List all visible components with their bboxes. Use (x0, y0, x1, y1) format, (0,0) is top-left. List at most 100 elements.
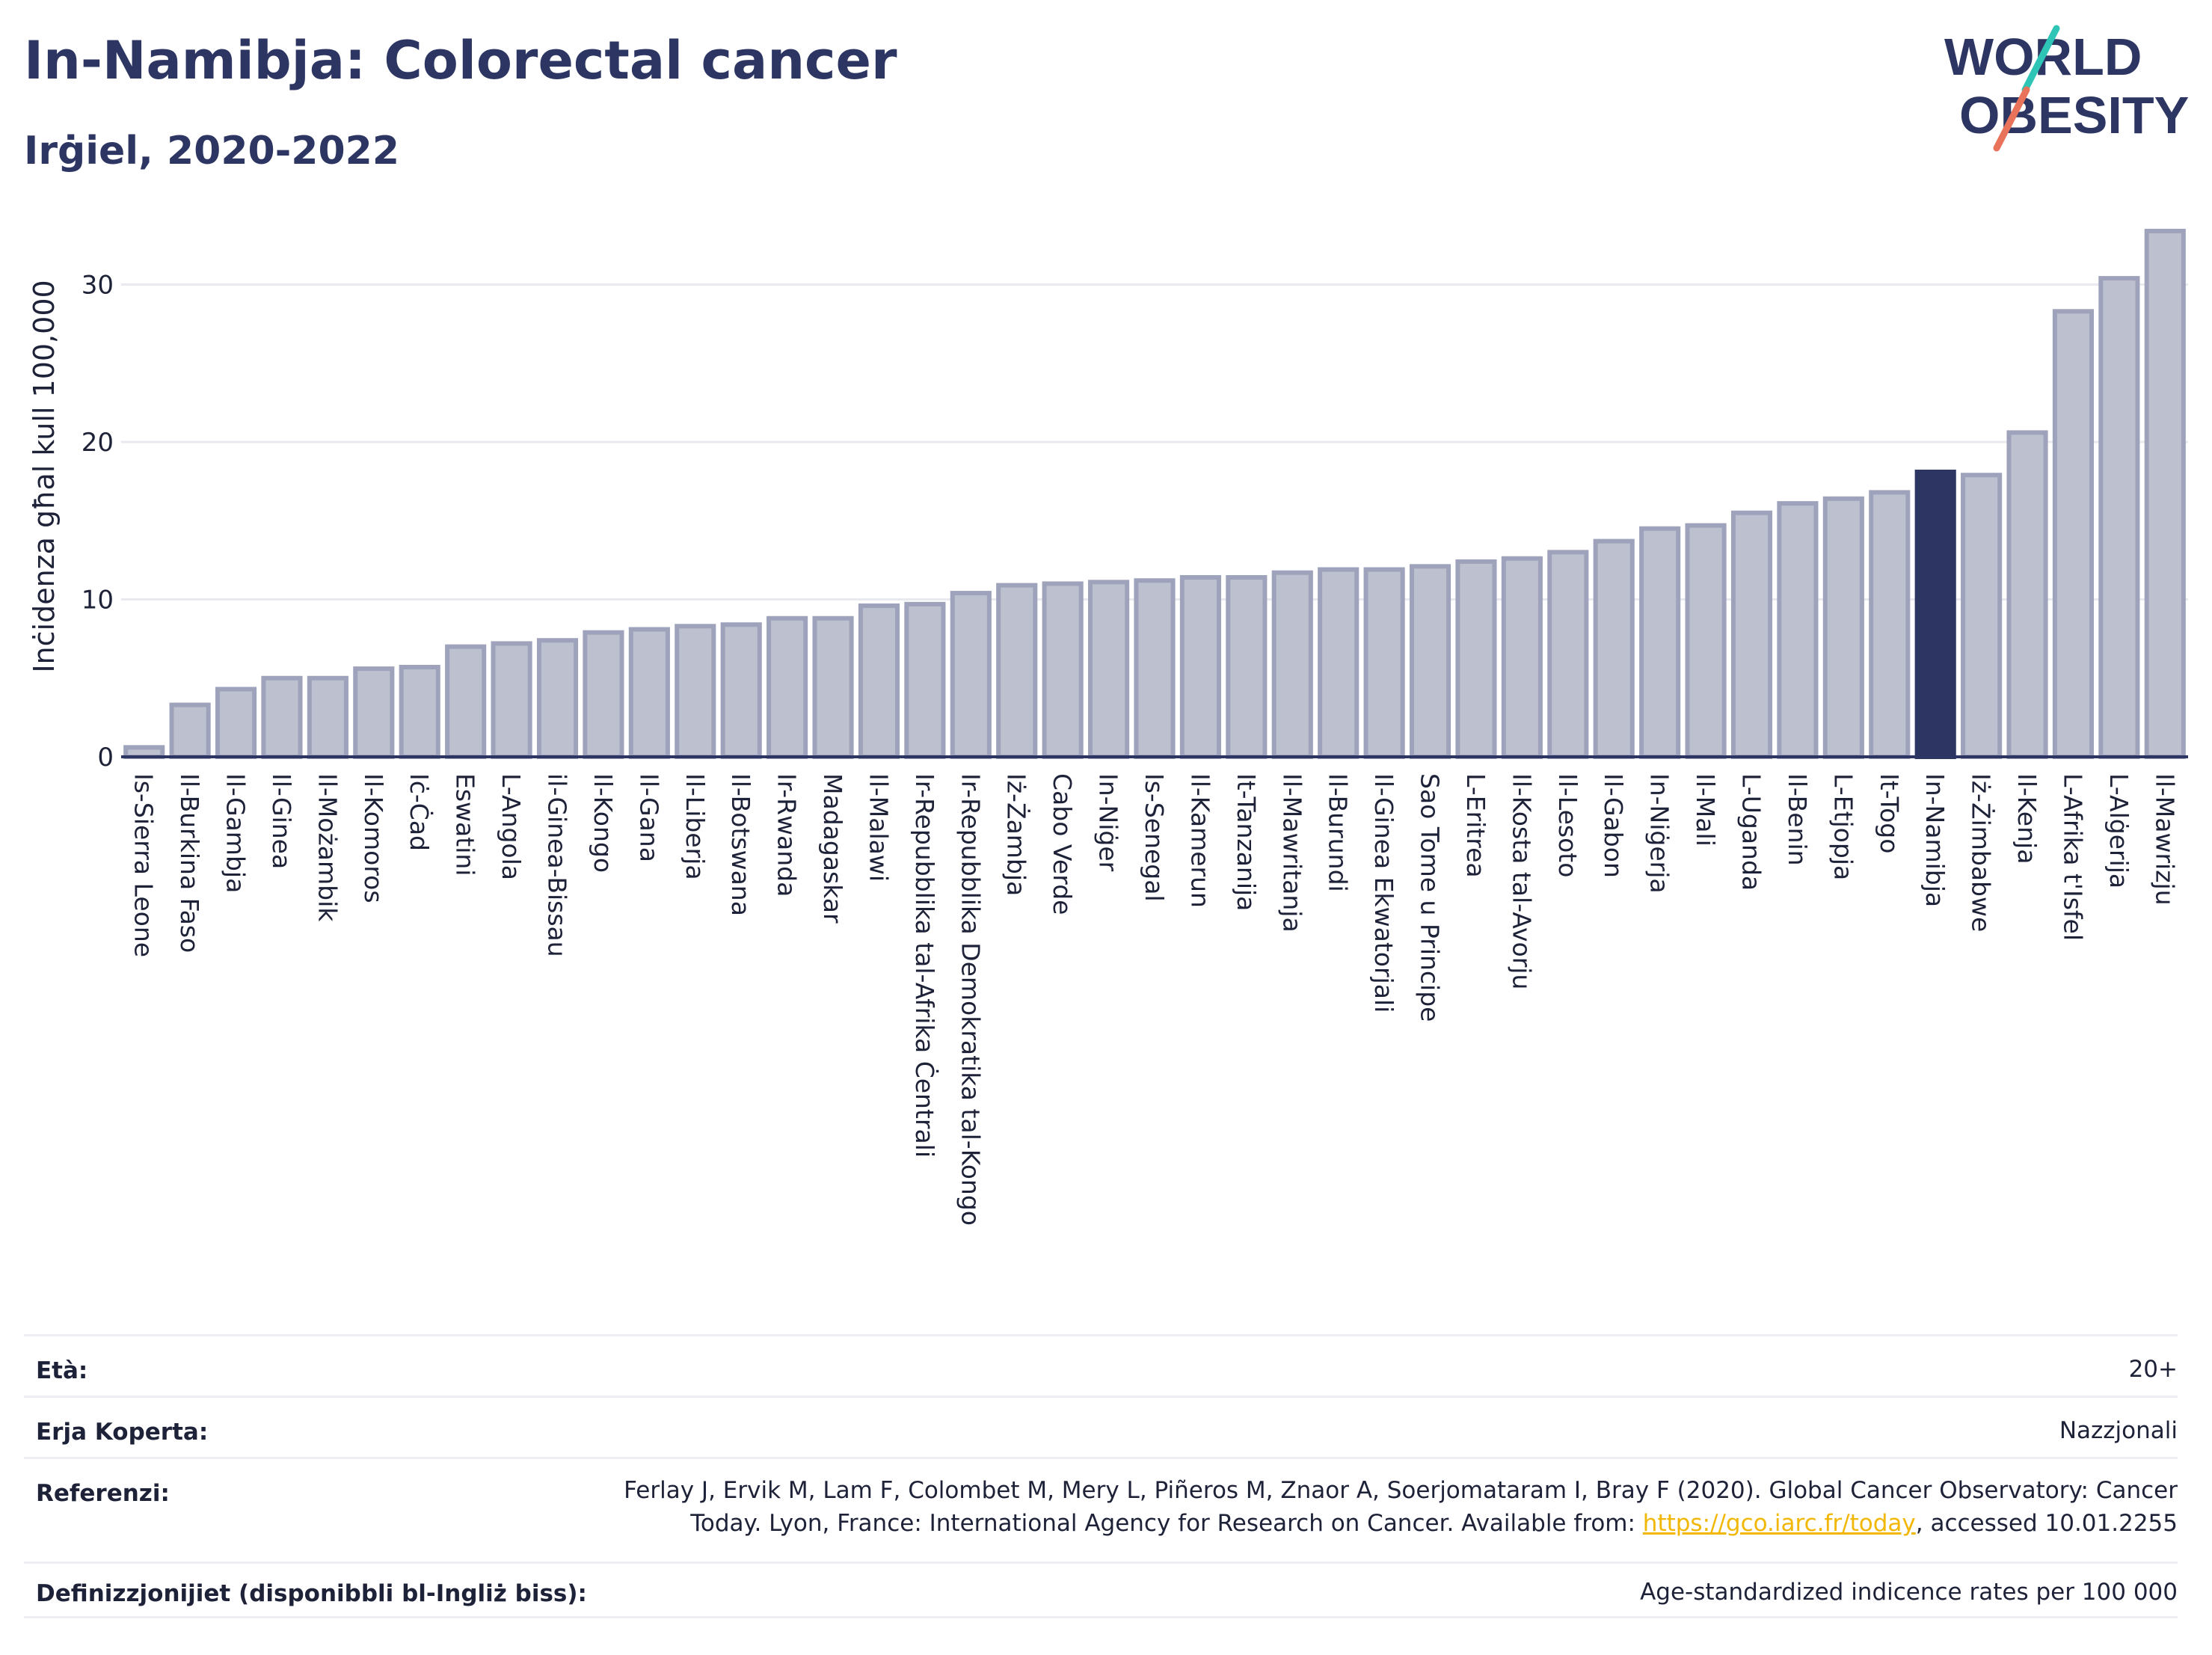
bar (583, 630, 624, 760)
x-tick-label: It-Togo (1875, 773, 1904, 853)
logo-slash-teal (2021, 25, 2060, 93)
x-tick-label: Il-Mawrizju (2150, 773, 2179, 906)
x-axis-labels: Is-Sierra Leone Il-Burkina Faso Il-Gambja I… (129, 773, 2180, 1226)
bar (1042, 581, 1084, 760)
bar (1363, 567, 1405, 759)
bar (2098, 276, 2140, 759)
bar (1179, 575, 1221, 760)
bar (353, 666, 395, 759)
x-tick-label: Il-Burundi (1324, 773, 1353, 892)
bar (169, 702, 211, 759)
definitions-value: Age-standardized indicence rates per 100… (1640, 1579, 2178, 1606)
x-tick-label: L-Uganda (1736, 773, 1766, 891)
x-tick-label: Il-Ginea Ekwatorjali (1369, 773, 1398, 1013)
world-obesity-logo: WORLD OBESITY (1944, 25, 2189, 152)
bar (1914, 469, 1956, 759)
bar (1455, 559, 1497, 759)
references-value: Ferlay J, Ervik M, Lam F, Colombet M, Me… (624, 1474, 2178, 1540)
page-subtitle: Irġiel, 2020-2022 (24, 129, 400, 174)
x-tick-label: Il-Benin (1783, 773, 1812, 866)
x-tick-label: Il-Możambik (313, 773, 342, 922)
bar (1226, 575, 1268, 760)
bar (445, 644, 487, 760)
x-tick-label: Eswatini (451, 773, 480, 876)
bar (491, 641, 532, 759)
x-tick-label: Il-Burkina Faso (175, 773, 204, 953)
bar (1777, 501, 1819, 759)
bar (1639, 526, 1681, 760)
bar (720, 622, 762, 759)
x-tick-label: Il-Gambja (221, 773, 251, 893)
x-tick-label: Ir-Rwanda (772, 773, 802, 897)
logo-slash-coral (1993, 86, 2030, 152)
x-tick-label: Sao Tome u Principe (1416, 773, 1445, 1022)
references-label: Referenzi: (36, 1480, 170, 1507)
x-tick-label: In-Namibja (1920, 773, 1950, 907)
bar (1730, 510, 1773, 759)
meta-row-definitions: Definizzjonijiet (disponibbli bl-Ingliż … (24, 1562, 2178, 1618)
bar (307, 675, 348, 759)
x-tick-label: In-Niġerja (1645, 773, 1674, 894)
bar (1961, 473, 2003, 760)
x-tick-label: L-Etjopja (1828, 773, 1858, 880)
x-tick-label: Il-Lesoto (1553, 773, 1582, 877)
bar-chart: 0 10 20 30 Is-Sierra Leone Il-Burkina Faso Il… (28, 228, 2188, 1226)
age-value: 20+ (2128, 1356, 2178, 1383)
bar (215, 687, 257, 759)
bar (399, 665, 440, 760)
x-tick-label: Il-Malawi (864, 773, 893, 882)
x-tick-label: L-Afrika t'Isfel (2058, 773, 2087, 941)
bar (261, 675, 303, 759)
bar (950, 591, 992, 760)
y-tick-label: 30 (82, 271, 114, 301)
y-tick-label: 0 (97, 743, 114, 773)
bar (904, 601, 946, 759)
definitions-label: Definizzjonijiet (disponibbli bl-Ingliż … (36, 1580, 587, 1607)
x-tick-label: Iż-Żambja (1002, 773, 1031, 896)
bar (1318, 567, 1360, 759)
x-tick-label: il-Ginea-Bissau (543, 773, 572, 957)
x-tick-label: Iż-Żimbabwe (1967, 773, 1996, 932)
x-tick-label: Il-Liberja (681, 773, 710, 880)
bar (766, 615, 808, 760)
bar (628, 627, 670, 759)
x-tick-label: Il-Kosta tal-Avorju (1507, 773, 1536, 989)
meta-row-references: Referenzi: Ferlay J, Ervik M, Lam F, Col… (24, 1457, 2178, 1564)
y-tick-label: 20 (82, 428, 114, 458)
x-tick-label: Il-Gabon (1599, 773, 1628, 878)
references-link[interactable]: https://gco.iarc.fr/today (1642, 1510, 1916, 1537)
x-tick-label: In-Niġer (1094, 773, 1123, 872)
x-tick-label: Cabo Verde (1048, 773, 1077, 915)
meta-row-coverage: Erja Koperta: Nazzjonali (24, 1395, 2178, 1459)
age-label: Età: (36, 1357, 88, 1384)
page-title: In-Namibja: Colorectal cancer (24, 30, 897, 91)
x-tick-label: Il-Kongo (589, 773, 618, 873)
x-tick-label: Ir-Repubblika Demokratika tal-Kongo (956, 773, 985, 1226)
bar (1822, 496, 1864, 760)
coverage-value: Nazzjonali (2059, 1417, 2178, 1444)
y-axis-ticks: 0 10 20 30 (82, 271, 114, 773)
x-tick-label: Madagaskar (818, 773, 847, 924)
bar (2052, 309, 2095, 760)
bar (675, 624, 716, 759)
bar (858, 603, 900, 759)
y-axis-label: Inċidenza għal kull 100,000 (28, 280, 61, 672)
references-line2-suffix: , accessed 10.01.2255 (1915, 1510, 2178, 1537)
bar (1685, 523, 1727, 759)
x-tick-label: L-Alġerija (2104, 773, 2133, 888)
y-tick-label: 10 (82, 586, 114, 615)
x-tick-label: Il-Komoros (359, 773, 388, 903)
x-tick-label: Il-Botswana (726, 773, 755, 916)
chart-bars (121, 228, 2188, 760)
x-tick-label: L-Angola (497, 773, 526, 880)
x-tick-label: Il-Gana (634, 773, 663, 862)
bar (1088, 580, 1130, 759)
x-tick-label: L-Eritrea (1461, 773, 1490, 878)
bar (536, 638, 579, 759)
x-tick-label: Iċ-Ċad (405, 773, 434, 851)
x-tick-label: Il-Mawritanja (1277, 773, 1306, 933)
x-tick-label: Il-Kenja (2012, 773, 2042, 864)
bar (1409, 564, 1451, 759)
x-tick-label: Is-Senegal (1140, 773, 1169, 902)
x-tick-label: Il-Kamerun (1185, 773, 1214, 908)
